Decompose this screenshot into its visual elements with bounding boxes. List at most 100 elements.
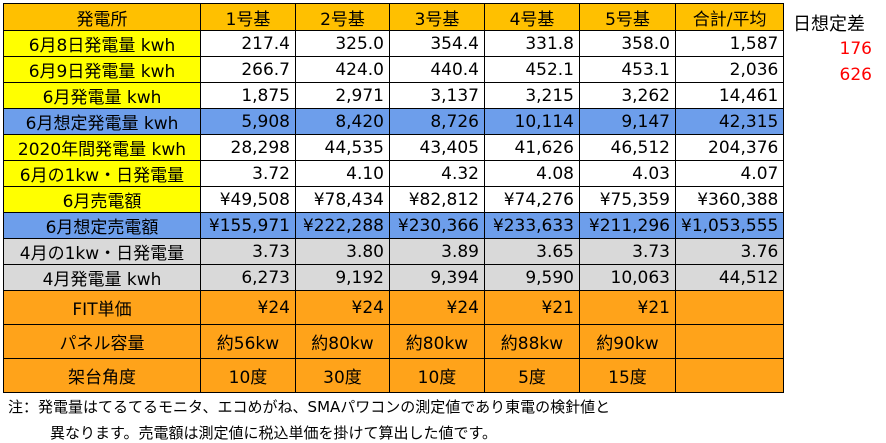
value-cell: 4.32 [389, 160, 485, 187]
value-cell: 3.72 [200, 160, 296, 187]
daily-diff-value-jun8: 176 [839, 39, 872, 59]
value-cell: 10,063 [579, 264, 676, 291]
value-cell: 30度 [295, 358, 390, 393]
value-cell: 5,908 [200, 108, 296, 135]
footnote-line-2: 異なります。売電額は測定値に税込単価を掛けて算出した値です。 [50, 424, 498, 442]
value-cell: 28,298 [200, 134, 296, 161]
value-cell: 354.4 [389, 30, 485, 57]
row-label: 6月想定売電額 [3, 212, 201, 239]
value-cell: 9,394 [389, 264, 485, 291]
total-cell: 14,461 [674, 82, 785, 109]
value-cell: 2,971 [295, 82, 390, 109]
value-cell: ¥74,276 [484, 186, 580, 213]
value-cell: 41,626 [484, 134, 580, 161]
value-cell: 約56kw [200, 324, 296, 359]
total-cell: ¥360,388 [674, 186, 785, 213]
value-cell: 43,405 [389, 134, 485, 161]
header-cell-unit-3: 3号基 [389, 3, 485, 31]
value-cell: 1,875 [200, 82, 296, 109]
table-row: FIT単価 ¥24 ¥24 ¥24 ¥21 ¥21 [3, 290, 785, 325]
total-cell [674, 358, 785, 393]
total-cell: 204,376 [674, 134, 785, 161]
value-cell: ¥24 [389, 290, 485, 325]
row-label: FIT単価 [3, 290, 201, 325]
value-cell: 6,273 [200, 264, 296, 291]
value-cell: ¥230,366 [389, 212, 485, 239]
total-cell [674, 290, 785, 325]
row-label: 4月の1kw・日発電量 [3, 238, 201, 265]
value-cell: ¥211,296 [579, 212, 676, 239]
power-plant-table: 発電所 1号基 2号基 3号基 4号基 5号基 合計/平均 6月8日発電量 kwh 217.4… [3, 3, 785, 393]
header-cell-unit-2: 2号基 [295, 3, 390, 31]
table-row: 架台角度 10度 30度 10度 5度 15度 [3, 358, 785, 393]
value-cell: 約80kw [389, 324, 485, 359]
value-cell: 4.08 [484, 160, 580, 187]
value-cell: 3,262 [579, 82, 676, 109]
value-cell: 3,215 [484, 82, 580, 109]
value-cell: ¥155,971 [200, 212, 296, 239]
table-row: 4月発電量 kwh 6,273 9,192 9,394 9,590 10,063 44,51… [3, 264, 785, 291]
value-cell: 9,590 [484, 264, 580, 291]
value-cell: 8,420 [295, 108, 390, 135]
row-label: 6月の1kw・日発電量 [3, 160, 201, 187]
value-cell: ¥78,434 [295, 186, 390, 213]
value-cell: 約80kw [295, 324, 390, 359]
total-cell: ¥1,053,555 [674, 212, 785, 239]
value-cell: 9,192 [295, 264, 390, 291]
total-cell [674, 324, 785, 359]
row-label: 架台角度 [3, 358, 201, 393]
table-row: 4月の1kw・日発電量 3.73 3.80 3.89 3.65 3.73 3.76 [3, 238, 785, 265]
value-cell: 3.89 [389, 238, 485, 265]
header-cell-unit-1: 1号基 [200, 3, 296, 31]
total-cell: 4.07 [674, 160, 785, 187]
total-cell: 2,036 [674, 56, 785, 83]
value-cell: 358.0 [579, 30, 676, 57]
value-cell: ¥75,359 [579, 186, 676, 213]
value-cell: 10度 [200, 358, 296, 393]
row-label: 6月9日発電量 kwh [3, 56, 201, 83]
row-label: 6月想定発電量 kwh [3, 108, 201, 135]
value-cell: 3.80 [295, 238, 390, 265]
table-row: 6月想定発電量 kwh 5,908 8,420 8,726 10,114 9,147 42,… [3, 108, 785, 135]
value-cell: 44,535 [295, 134, 390, 161]
row-label: 6月売電額 [3, 186, 201, 213]
header-row: 発電所 1号基 2号基 3号基 4号基 5号基 合計/平均 [3, 3, 785, 31]
value-cell: 440.4 [389, 56, 485, 83]
value-cell: 5度 [484, 358, 580, 393]
header-cell-plant: 発電所 [3, 3, 201, 31]
row-label: 2020年間発電量 kwh [3, 134, 201, 161]
value-cell: ¥24 [200, 290, 296, 325]
total-cell: 42,315 [674, 108, 785, 135]
value-cell: ¥49,508 [200, 186, 296, 213]
row-label: 6月発電量 kwh [3, 82, 201, 109]
value-cell: 266.7 [200, 56, 296, 83]
value-cell: 452.1 [484, 56, 580, 83]
total-cell: 1,587 [674, 30, 785, 57]
value-cell: ¥82,812 [389, 186, 485, 213]
value-cell: 3.65 [484, 238, 580, 265]
table-row: パネル容量 約56kw 約80kw 約80kw 約88kw 約90kw [3, 324, 785, 359]
footnote-line-1: 注：発電量はてるてるモニタ、エコめがね、SMAパワコンの測定値であり東電の検針値… [8, 398, 611, 416]
value-cell: 46,512 [579, 134, 676, 161]
header-cell-unit-5: 5号基 [579, 3, 676, 31]
value-cell: 15度 [579, 358, 676, 393]
header-cell-unit-4: 4号基 [484, 3, 580, 31]
value-cell: ¥24 [295, 290, 390, 325]
table-row: 6月8日発電量 kwh 217.4 325.0 354.4 331.8 358.0 1,58… [3, 30, 785, 57]
value-cell: ¥233,633 [484, 212, 580, 239]
table-row: 2020年間発電量 kwh 28,298 44,535 43,405 41,626 46,… [3, 134, 785, 161]
daily-diff-value-jun9: 626 [839, 65, 872, 85]
value-cell: 4.03 [579, 160, 676, 187]
value-cell: 331.8 [484, 30, 580, 57]
value-cell: 217.4 [200, 30, 296, 57]
value-cell: 3,137 [389, 82, 485, 109]
table-row: 6月の1kw・日発電量 3.72 4.10 4.32 4.08 4.03 4.07 [3, 160, 785, 187]
value-cell: 325.0 [295, 30, 390, 57]
value-cell: 453.1 [579, 56, 676, 83]
value-cell: ¥21 [579, 290, 676, 325]
header-cell-total: 合計/平均 [674, 3, 785, 31]
value-cell: 9,147 [579, 108, 676, 135]
daily-diff-title: 日想定差 [793, 14, 865, 35]
total-cell: 44,512 [674, 264, 785, 291]
row-label: 4月発電量 kwh [3, 264, 201, 291]
